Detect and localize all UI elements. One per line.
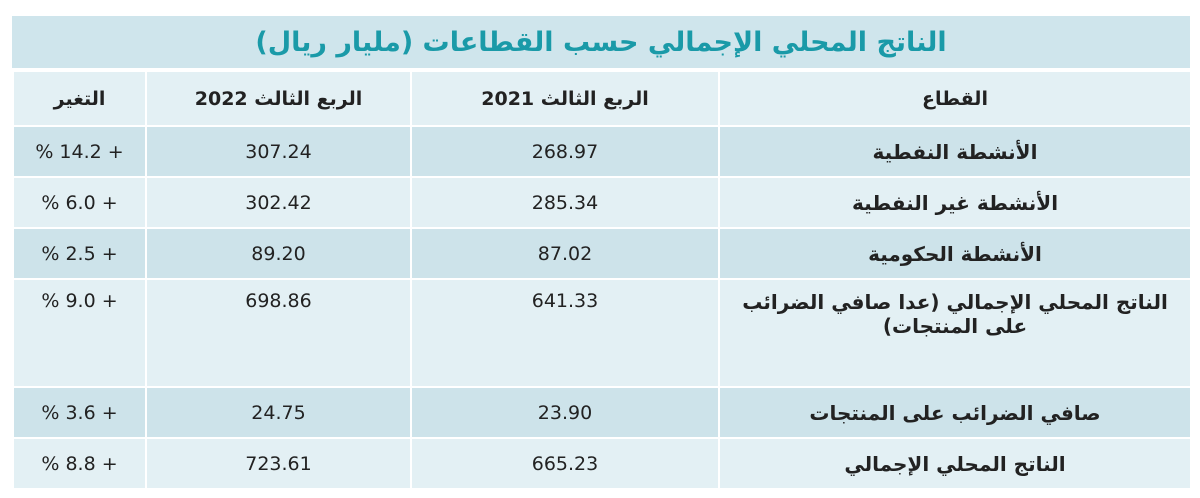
q3-2021-cell: 641.33: [410, 278, 720, 388]
q3-2022-cell: 302.42: [145, 176, 412, 229]
header-row: القطاع الربع الثالث 2021 الربع الثالث 20…: [12, 70, 1192, 127]
sector-cell-text: صافي الضرائب على المنتجات: [809, 400, 1101, 425]
sector-cell: الأنشطة غير النفطية: [718, 176, 1192, 229]
sector-cell: الناتج المحلي الإجمالي: [718, 437, 1192, 490]
q3-2022-cell: 24.75: [145, 386, 412, 439]
sector-cell: الأنشطة النفطية: [718, 125, 1192, 178]
q3-2022-cell: 723.61: [145, 437, 412, 490]
sector-cell: صافي الضرائب على المنتجات: [718, 386, 1192, 439]
header-q3-2022: الربع الثالث 2022: [145, 70, 412, 127]
q3-2021-cell-text: 641.33: [531, 290, 599, 312]
change-cell-text: % 14.2 +: [35, 140, 124, 163]
table-row: الأنشطة غير النفطية 285.34 302.42 % 6.0 +: [12, 176, 1192, 229]
table-title: الناتج المحلي الإجمالي حسب القطاعات (ملي…: [12, 16, 1190, 70]
q3-2022-cell-text: 302.42: [245, 191, 312, 214]
change-cell: % 14.2 +: [12, 125, 147, 178]
q3-2021-cell: 23.90: [410, 386, 720, 439]
table-row: الأنشطة النفطية 268.97 307.24 % 14.2 +: [12, 125, 1192, 178]
q3-2022-cell: 89.20: [145, 227, 412, 280]
q3-2022-cell-text: 698.86: [245, 290, 312, 312]
table-row: صافي الضرائب على المنتجات 23.90 24.75 % 3.6…: [12, 386, 1192, 439]
change-cell-text: % 8.8 +: [41, 452, 118, 475]
change-cell: % 8.8 +: [12, 437, 147, 490]
table-row: الأنشطة الحكومية 87.02 89.20 % 2.5 +: [12, 227, 1192, 280]
q3-2021-cell-text: 268.97: [531, 140, 599, 163]
q3-2021-cell: 268.97: [410, 125, 720, 178]
change-cell-text: % 3.6 +: [41, 401, 118, 424]
q3-2021-cell: 665.23: [410, 437, 720, 490]
table-row: الناتج المحلي الإجمالي 665.23 723.61 % 8.8 …: [12, 437, 1192, 490]
change-cell-text: % 2.5 +: [41, 242, 118, 265]
sector-cell-text: الأنشطة الحكومية: [868, 241, 1042, 266]
table-row: الناتج المحلي الإجمالي (عدا صافي الضرائب…: [12, 278, 1192, 388]
change-cell: % 9.0 +: [12, 278, 147, 388]
change-cell: % 3.6 +: [12, 386, 147, 439]
sector-cell-text: الناتج المحلي الإجمالي (عدا صافي الضرائب…: [742, 290, 1168, 338]
header-sector: القطاع: [718, 70, 1192, 127]
q3-2021-cell-text: 87.02: [537, 242, 593, 265]
q3-2021-cell: 87.02: [410, 227, 720, 280]
q3-2022-cell-text: 307.24: [245, 140, 312, 163]
change-cell-text: % 6.0 +: [41, 191, 118, 214]
change-cell: % 6.0 +: [12, 176, 147, 229]
header-change: التغير: [12, 70, 147, 127]
sector-cell: الأنشطة الحكومية: [718, 227, 1192, 280]
change-cell-text: % 9.0 +: [41, 290, 118, 312]
gdp-table-card: الناتج المحلي الإجمالي حسب القطاعات (ملي…: [12, 16, 1192, 490]
q3-2022-cell: 307.24: [145, 125, 412, 178]
sector-cell-text: الأنشطة النفطية: [872, 139, 1038, 164]
q3-2022-cell: 698.86: [145, 278, 412, 388]
q3-2021-cell-text: 285.34: [531, 191, 599, 214]
gdp-table: القطاع الربع الثالث 2021 الربع الثالث 20…: [12, 70, 1192, 490]
header-q3-2021: الربع الثالث 2021: [410, 70, 720, 127]
q3-2022-cell-text: 89.20: [251, 242, 306, 265]
q3-2021-cell-text: 665.23: [531, 452, 599, 475]
q3-2022-cell-text: 24.75: [251, 401, 306, 424]
sector-cell-text: الأنشطة غير النفطية: [851, 190, 1059, 215]
sector-cell: الناتج المحلي الإجمالي (عدا صافي الضرائب…: [718, 278, 1192, 388]
q3-2021-cell-text: 23.90: [537, 401, 593, 424]
q3-2021-cell: 285.34: [410, 176, 720, 229]
change-cell: % 2.5 +: [12, 227, 147, 280]
q3-2022-cell-text: 723.61: [245, 452, 312, 475]
sector-cell-text: الناتج المحلي الإجمالي: [844, 451, 1066, 476]
